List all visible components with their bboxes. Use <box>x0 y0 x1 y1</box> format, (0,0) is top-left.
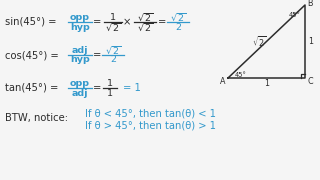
Text: $\sqrt{2}$: $\sqrt{2}$ <box>252 34 267 49</box>
Text: opp: opp <box>70 79 90 88</box>
Text: BTW, notice:: BTW, notice: <box>5 113 68 123</box>
Text: tan(45°) =: tan(45°) = <box>5 83 58 93</box>
Text: 1: 1 <box>308 37 314 46</box>
Text: = 1: = 1 <box>123 83 141 93</box>
Text: opp: opp <box>70 13 90 22</box>
Text: $\sqrt{2}$: $\sqrt{2}$ <box>105 21 121 33</box>
Text: hyp: hyp <box>70 55 90 64</box>
Text: 1: 1 <box>107 79 113 88</box>
Text: adj: adj <box>72 89 88 98</box>
Text: 45°: 45° <box>289 12 301 18</box>
Text: sin(45°) =: sin(45°) = <box>5 17 57 27</box>
Text: $\times$: $\times$ <box>123 17 132 27</box>
Text: cos(45°) =: cos(45°) = <box>5 50 59 60</box>
Text: 1: 1 <box>264 80 269 89</box>
Text: If θ > 45°, then tan(θ) > 1: If θ > 45°, then tan(θ) > 1 <box>85 120 216 130</box>
Text: 2: 2 <box>110 55 116 64</box>
Text: $\sqrt{2}$: $\sqrt{2}$ <box>170 12 186 23</box>
Text: If θ < 45°, then tan(θ) < 1: If θ < 45°, then tan(θ) < 1 <box>85 108 216 118</box>
Text: $\sqrt{2}$: $\sqrt{2}$ <box>137 21 153 33</box>
Text: 45°: 45° <box>235 72 247 78</box>
Text: =: = <box>93 17 101 27</box>
Text: =: = <box>158 17 166 27</box>
Text: hyp: hyp <box>70 22 90 32</box>
Text: =: = <box>93 50 101 60</box>
Text: 2: 2 <box>175 22 181 32</box>
Text: =: = <box>93 83 101 93</box>
Text: $\sqrt{2}$: $\sqrt{2}$ <box>105 45 121 56</box>
Text: 1: 1 <box>107 89 113 98</box>
Text: A: A <box>220 78 226 87</box>
Text: $\sqrt{2}$: $\sqrt{2}$ <box>137 12 153 23</box>
Text: C: C <box>307 78 313 87</box>
Text: B: B <box>307 0 313 8</box>
Text: 1: 1 <box>110 13 116 22</box>
Text: adj: adj <box>72 46 88 55</box>
